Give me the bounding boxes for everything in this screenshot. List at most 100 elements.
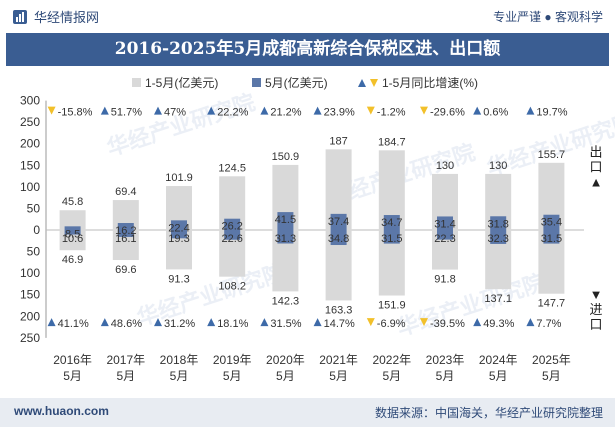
y-tick-label: 0 — [33, 223, 40, 237]
label-cumulative-import: 46.9 — [62, 254, 83, 266]
y-tick-label: 200 — [20, 309, 40, 323]
bar-monthly-export — [543, 214, 560, 230]
bar-cumulative-export — [59, 210, 86, 230]
label-cumulative-import: 91.8 — [434, 274, 455, 286]
label-cumulative-import: 147.7 — [538, 298, 566, 310]
label-cumulative-export: 45.8 — [62, 196, 83, 208]
chart: 华经产业研究院华经产业研究院华经产业研究院华经产业研究院华经产业研究院1-5月(… — [20, 75, 615, 383]
label-monthly-import: 32.3 — [487, 233, 508, 245]
marker-export-up — [154, 106, 162, 115]
marker-import-up — [473, 318, 482, 327]
marker-import-up — [260, 318, 269, 327]
legend-marker-up — [358, 79, 366, 87]
bar-monthly-import — [383, 230, 400, 244]
bar-monthly-export — [224, 218, 241, 230]
label-monthly-import: 10.6 — [62, 233, 83, 245]
bar-monthly-import — [64, 230, 81, 235]
label-cumulative-import: 91.3 — [168, 273, 189, 285]
label-monthly-import: 31.5 — [381, 233, 402, 245]
y-tick-label: 250 — [20, 331, 40, 345]
label-export-growth: 23.9% — [324, 107, 355, 119]
y-tick-label: 250 — [20, 115, 40, 129]
bar-monthly-import — [171, 230, 187, 239]
chart-title: 2016-2025年5月成都高新综合保税区进、出口额 — [6, 33, 609, 66]
label-monthly-export: 31.4 — [434, 218, 455, 230]
label-monthly-import: 31.5 — [541, 233, 562, 245]
bar-monthly-export — [437, 216, 453, 230]
watermark-text: 华经产业研究院 — [104, 89, 258, 160]
bar-monthly-import — [117, 230, 134, 237]
x-tick-label: 2025年 5月 — [532, 353, 571, 383]
label-cumulative-export: 101.9 — [165, 172, 193, 184]
label-cumulative-import: 108.2 — [218, 281, 246, 293]
label-export-growth: -15.8% — [58, 107, 93, 119]
x-tick-label: 2018年 5月 — [160, 353, 199, 383]
label-monthly-export: 16.2 — [115, 225, 136, 237]
label-export-growth: 21.2% — [270, 107, 301, 119]
marker-import-up — [154, 318, 162, 327]
footer: www.huaon.com 数据来源：中国海关，华经产业研究院整理 — [0, 398, 615, 427]
y-tick-label: 50 — [27, 245, 41, 259]
x-tick-label: 2019年 5月 — [213, 353, 252, 383]
label-import-growth: -6.9% — [377, 318, 406, 330]
label-cumulative-export: 155.7 — [538, 149, 566, 161]
footer-source: 数据来源：中国海关，华经产业研究院整理 — [374, 406, 603, 420]
bar-monthly-export — [171, 220, 187, 230]
label-import-growth: -39.5% — [430, 318, 465, 330]
label-cumulative-export: 150.9 — [272, 151, 300, 163]
legend-label-monthly: 5月(亿美元) — [265, 75, 328, 90]
tagline: 专业严谨 ● 客观科学 — [493, 10, 603, 24]
label-export-growth: 47% — [164, 107, 186, 119]
label-cumulative-export: 69.4 — [115, 186, 136, 198]
label-monthly-import: 19.3 — [168, 233, 189, 245]
bar-cumulative-import — [59, 230, 86, 251]
x-tick-label: 2017年 5月 — [106, 353, 145, 383]
side-label-import: ▼进口 — [589, 287, 602, 332]
bar-monthly-export — [64, 226, 81, 230]
watermark-text: 华经产业研究院 — [394, 269, 548, 340]
marker-export-down — [420, 106, 428, 115]
bar-monthly-import — [437, 230, 453, 240]
label-export-growth: -1.2% — [377, 107, 406, 119]
y-tick-label: 150 — [20, 288, 40, 302]
label-export-growth: 51.7% — [111, 107, 142, 119]
label-monthly-import: 22.6 — [221, 233, 242, 245]
y-tick-label: 50 — [27, 201, 41, 215]
brand-logo-icon — [13, 9, 27, 24]
x-tick-label: 2016年 5月 — [53, 353, 92, 383]
label-monthly-export: 34.7 — [381, 217, 402, 229]
bar-monthly-export — [117, 223, 134, 230]
y-tick-label: 100 — [20, 180, 40, 194]
label-monthly-export: 35.4 — [541, 217, 562, 229]
label-export-growth: 22.2% — [217, 107, 248, 119]
top-bar: 华经情报网 专业严谨 ● 客观科学 — [0, 0, 615, 33]
marker-import-up — [100, 318, 109, 327]
marker-export-up — [526, 106, 535, 115]
label-export-growth: 19.7% — [536, 107, 567, 119]
label-cumulative-import: 142.3 — [272, 295, 300, 307]
bar-monthly-export — [277, 212, 294, 230]
bar-monthly-import — [277, 230, 294, 244]
legend-label-cumulative: 1-5月(亿美元) — [145, 75, 218, 90]
label-monthly-import: 22.3 — [434, 233, 455, 245]
label-cumulative-export: 124.5 — [218, 162, 246, 174]
label-cumulative-import: 151.9 — [378, 300, 406, 312]
bar-monthly-import — [543, 230, 560, 244]
label-monthly-export: 22.4 — [168, 222, 189, 234]
label-monthly-export: 26.2 — [221, 221, 242, 233]
footer-site: www.huaon.com — [14, 404, 109, 418]
label-monthly-export: 8.5 — [65, 228, 80, 240]
marker-export-up — [313, 106, 322, 115]
marker-export-up — [260, 106, 269, 115]
marker-import-up — [47, 318, 56, 327]
label-monthly-export: 37.4 — [328, 216, 349, 228]
marker-import-down — [420, 318, 428, 327]
marker-import-up — [207, 318, 216, 327]
marker-import-up — [313, 318, 322, 327]
brand-name: 华经情报网 — [34, 10, 100, 25]
label-import-growth: 49.3% — [483, 318, 514, 330]
legend-label-growth: 1-5月同比增速(%) — [382, 76, 478, 90]
x-tick-label: 2022年 5月 — [372, 353, 411, 383]
y-tick-label: 300 — [20, 94, 40, 108]
label-monthly-import: 34.8 — [328, 233, 349, 245]
